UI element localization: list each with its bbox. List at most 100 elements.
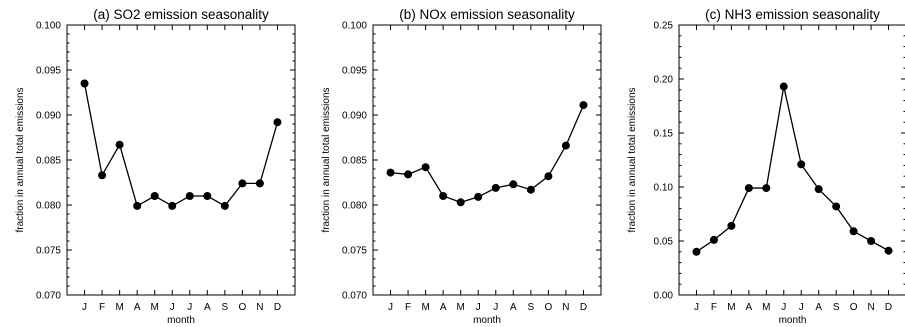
data-point bbox=[115, 140, 124, 149]
x-tick-label: M bbox=[421, 302, 429, 313]
data-point bbox=[150, 192, 159, 200]
y-axis-label: fraction in annual total emissions bbox=[627, 87, 638, 232]
y-tick-label: 0.095 bbox=[36, 66, 61, 77]
data-point bbox=[762, 184, 771, 193]
x-tick-label: O bbox=[850, 302, 858, 313]
x-tick-label: M bbox=[762, 302, 770, 313]
y-tick-label: 0.100 bbox=[342, 21, 367, 32]
data-point bbox=[185, 192, 194, 200]
data-point bbox=[491, 183, 500, 192]
x-tick-label: S bbox=[528, 302, 535, 313]
data-point bbox=[526, 185, 535, 194]
data-point bbox=[203, 192, 212, 200]
data-point bbox=[386, 168, 395, 177]
x-tick-label: N bbox=[562, 302, 569, 313]
y-tick-label: 0.095 bbox=[342, 66, 367, 77]
y-tick-label: 0.070 bbox=[342, 291, 367, 302]
x-tick-label: M bbox=[151, 302, 159, 313]
y-tick-label: 0.080 bbox=[342, 201, 367, 212]
data-point bbox=[797, 160, 806, 169]
data-point bbox=[439, 192, 448, 200]
y-tick-label: 0.100 bbox=[36, 21, 61, 32]
data-point bbox=[849, 227, 858, 236]
data-point bbox=[884, 246, 893, 255]
x-tick-label: A bbox=[134, 302, 141, 313]
x-tick-label: D bbox=[274, 302, 281, 313]
y-tick-label: 0.10 bbox=[654, 183, 674, 194]
chart-title: (c) NH3 emission seasonality bbox=[705, 7, 880, 22]
y-tick-label: 0.090 bbox=[36, 111, 61, 122]
chart-panel-2: (b) NOx emission seasonality 0.070 0.075 0.… bbox=[321, 7, 602, 326]
data-point bbox=[814, 185, 823, 194]
y-tick-label: 0.085 bbox=[36, 156, 61, 167]
data-point bbox=[474, 192, 483, 201]
plot-frame bbox=[372, 24, 602, 296]
x-tick-label: J bbox=[799, 302, 804, 313]
chart-panel-1: (a) SO2 emission seasonality 0.070 0.075 0.… bbox=[15, 7, 296, 326]
data-point bbox=[867, 237, 876, 245]
chart-title: (a) SO2 emission seasonality bbox=[93, 7, 269, 22]
plot-frame bbox=[66, 24, 296, 296]
data-point bbox=[220, 201, 229, 210]
x-tick-label: D bbox=[885, 302, 892, 313]
data-point bbox=[98, 171, 107, 180]
data-point bbox=[544, 172, 553, 181]
x-tick-label: J bbox=[781, 302, 786, 313]
series-line bbox=[696, 86, 889, 253]
x-tick-label: A bbox=[440, 302, 447, 313]
data-point bbox=[561, 141, 570, 150]
y-tick-label: 0.075 bbox=[342, 246, 367, 257]
x-tick-label: N bbox=[256, 302, 263, 313]
data-point bbox=[744, 184, 753, 193]
x-tick-label: J bbox=[388, 302, 393, 313]
y-tick-label: 0.20 bbox=[654, 75, 674, 86]
x-tick-label: M bbox=[457, 302, 465, 313]
x-axis-label: month bbox=[473, 315, 501, 326]
x-tick-label: S bbox=[833, 302, 840, 313]
data-point bbox=[168, 201, 177, 210]
x-tick-label: F bbox=[405, 302, 411, 313]
y-tick-label: 0.090 bbox=[342, 111, 367, 122]
data-point bbox=[80, 79, 89, 88]
y-tick-label: 0.25 bbox=[654, 21, 674, 32]
data-point bbox=[133, 201, 142, 210]
x-tick-label: O bbox=[544, 302, 552, 313]
data-point bbox=[692, 247, 701, 256]
x-tick-label: A bbox=[815, 302, 822, 313]
x-tick-label: A bbox=[746, 302, 753, 313]
x-tick-label: J bbox=[187, 302, 192, 313]
data-point bbox=[709, 235, 718, 244]
x-tick-label: J bbox=[82, 302, 87, 313]
data-point bbox=[832, 202, 841, 211]
series-line bbox=[83, 83, 279, 207]
x-axis-label: month bbox=[779, 315, 807, 326]
x-tick-label: F bbox=[711, 302, 717, 313]
y-tick-label: 0.070 bbox=[36, 291, 61, 302]
x-tick-label: A bbox=[510, 302, 517, 313]
data-point bbox=[273, 118, 282, 127]
x-tick-label: S bbox=[222, 302, 229, 313]
x-tick-label: J bbox=[694, 302, 699, 313]
x-tick-label: J bbox=[493, 302, 498, 313]
y-tick-label: 0.05 bbox=[654, 237, 674, 248]
y-tick-label: 0.15 bbox=[654, 129, 674, 140]
y-tick-label: 0.080 bbox=[36, 201, 61, 212]
y-axis-label: fraction in annual total emissions bbox=[15, 87, 26, 232]
x-tick-label: D bbox=[580, 302, 587, 313]
y-tick-label: 0.075 bbox=[36, 246, 61, 257]
data-point bbox=[421, 163, 430, 172]
y-axis-label: fraction in annual total emissions bbox=[321, 87, 332, 232]
x-tick-label: M bbox=[727, 302, 735, 313]
data-point bbox=[404, 170, 413, 179]
x-tick-label: J bbox=[170, 302, 175, 313]
y-tick-label: 0.085 bbox=[342, 156, 367, 167]
data-point bbox=[255, 179, 264, 188]
data-point bbox=[456, 198, 465, 207]
data-point bbox=[727, 221, 736, 230]
x-tick-label: O bbox=[238, 302, 246, 313]
x-tick-label: A bbox=[204, 302, 211, 313]
data-point bbox=[579, 101, 588, 110]
data-point bbox=[509, 180, 518, 189]
plot-frame bbox=[678, 24, 905, 296]
